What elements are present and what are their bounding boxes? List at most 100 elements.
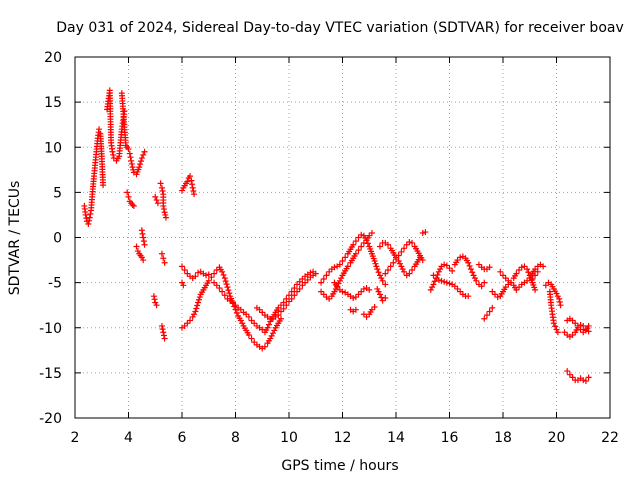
data-point — [502, 275, 509, 282]
data-point — [150, 293, 157, 300]
data-point — [352, 294, 359, 301]
data-point — [355, 247, 362, 254]
data-point — [574, 322, 581, 329]
data-point — [466, 262, 473, 269]
data-point — [160, 202, 167, 209]
data-point — [205, 271, 212, 278]
data-point — [399, 266, 406, 273]
x-tick-label: 14 — [387, 430, 405, 446]
data-point — [422, 229, 429, 236]
data-point — [580, 377, 587, 384]
data-point — [379, 297, 386, 304]
data-point — [403, 241, 410, 248]
data-point — [286, 292, 292, 299]
data-point — [158, 184, 165, 191]
data-point — [430, 281, 437, 288]
data-point — [96, 126, 103, 133]
data-point — [494, 294, 501, 301]
data-point — [368, 229, 375, 236]
axis-ticks — [74, 56, 611, 419]
data-point — [153, 302, 160, 309]
data-point — [331, 264, 338, 271]
data-point — [489, 304, 496, 311]
data-point — [532, 272, 539, 279]
data-point — [542, 282, 549, 289]
data-point — [160, 206, 167, 213]
data-point — [500, 272, 506, 279]
y-tick-label: 0 — [53, 231, 62, 247]
data-point — [368, 306, 375, 313]
data-point — [288, 288, 295, 295]
data-point — [269, 330, 276, 337]
data-point — [572, 320, 579, 327]
data-point — [264, 324, 271, 331]
data-point — [318, 288, 325, 295]
data-point — [449, 267, 456, 274]
x-tick-label: 16 — [441, 430, 459, 446]
data-point — [138, 227, 145, 234]
data-point — [475, 261, 482, 268]
data-point — [550, 320, 557, 327]
data-point — [288, 295, 295, 302]
data-point — [261, 343, 268, 350]
data-point — [229, 299, 236, 306]
data-point — [231, 303, 238, 310]
data-point — [516, 284, 523, 291]
data-point — [160, 329, 167, 336]
data-point — [251, 320, 258, 327]
data-point — [525, 269, 532, 276]
data-point — [326, 268, 333, 275]
data-point — [483, 312, 490, 319]
data-point — [222, 278, 229, 285]
data-point — [352, 250, 359, 257]
data-point — [457, 288, 464, 295]
data-point — [373, 263, 380, 270]
y-tick-label: 5 — [53, 185, 62, 201]
y-tick-label: 20 — [44, 50, 62, 66]
data-point — [162, 214, 169, 221]
data-point — [419, 257, 426, 264]
data-point — [437, 266, 444, 273]
data-point — [239, 320, 246, 327]
data-point — [379, 277, 386, 284]
data-point — [134, 248, 141, 255]
data-point — [283, 302, 290, 309]
data-point — [339, 257, 346, 264]
data-point — [153, 197, 160, 204]
data-point — [478, 283, 485, 290]
data-point — [184, 270, 191, 277]
data-point — [387, 263, 394, 270]
data-point — [406, 270, 413, 277]
data-point — [162, 211, 169, 218]
data-point — [585, 328, 592, 335]
data-point — [382, 270, 389, 277]
data-point — [161, 209, 168, 216]
data-point — [561, 329, 568, 336]
data-point — [211, 270, 218, 277]
data-point — [211, 279, 218, 286]
data-point — [140, 257, 147, 264]
data-point — [489, 288, 496, 295]
data-point — [138, 155, 145, 162]
data-point — [532, 266, 539, 273]
data-point — [110, 151, 117, 158]
data-point — [226, 290, 233, 297]
data-point — [157, 180, 164, 187]
data-point — [151, 296, 158, 303]
data-point — [585, 322, 592, 329]
data-point — [100, 182, 107, 189]
data-point — [513, 286, 520, 293]
data-point — [189, 313, 196, 320]
data-point — [397, 260, 404, 267]
data-point — [430, 272, 437, 279]
data-point — [193, 305, 200, 312]
data-point — [374, 285, 381, 292]
x-tick-label: 22 — [601, 430, 619, 446]
data-point — [294, 281, 301, 288]
data-point — [265, 321, 272, 328]
data-point — [192, 273, 199, 280]
data-point — [553, 326, 560, 333]
data-point — [376, 243, 383, 250]
data-point — [251, 339, 258, 346]
